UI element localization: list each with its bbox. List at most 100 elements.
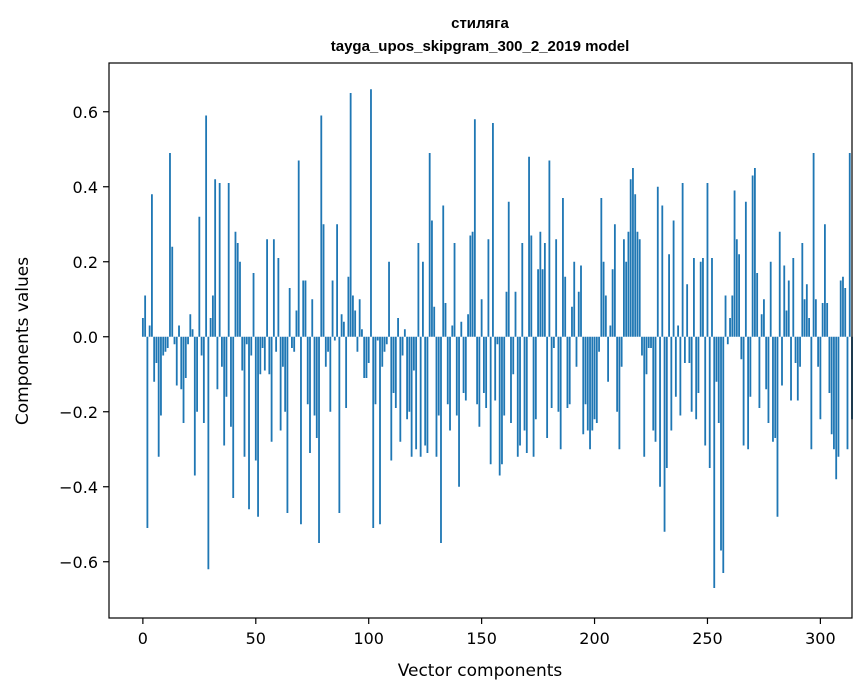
bar-132 bbox=[440, 336, 442, 543]
bar-291 bbox=[799, 336, 801, 367]
bar-67 bbox=[293, 336, 296, 352]
bar-225 bbox=[650, 336, 652, 348]
bar-121 bbox=[415, 336, 418, 450]
bar-53 bbox=[261, 336, 264, 348]
bar-274 bbox=[760, 314, 763, 337]
bar-106 bbox=[381, 336, 384, 367]
bar-104 bbox=[376, 336, 379, 341]
y-tick-label: 0.0 bbox=[73, 328, 98, 347]
bar-83 bbox=[329, 336, 332, 412]
bar-55 bbox=[266, 239, 268, 337]
bar-42 bbox=[236, 243, 239, 337]
bar-21 bbox=[189, 314, 192, 337]
bar-115 bbox=[401, 336, 404, 356]
bar-194 bbox=[580, 265, 582, 337]
bar-64 bbox=[286, 336, 289, 513]
bar-178 bbox=[543, 243, 546, 337]
bar-49 bbox=[252, 273, 255, 337]
bar-203 bbox=[600, 198, 603, 337]
bar-81 bbox=[324, 336, 327, 367]
y-tick-label: −0.6 bbox=[59, 553, 98, 572]
bar-311 bbox=[844, 288, 847, 337]
bar-27 bbox=[202, 336, 205, 423]
bar-161 bbox=[505, 291, 508, 337]
bar-173 bbox=[532, 336, 535, 457]
bar-25 bbox=[198, 216, 201, 337]
bar-125 bbox=[424, 336, 427, 446]
bar-66 bbox=[291, 336, 293, 348]
bar-216 bbox=[629, 179, 632, 337]
bar-20 bbox=[187, 336, 189, 345]
bar-46 bbox=[245, 336, 248, 345]
bar-227 bbox=[654, 336, 657, 442]
bar-36 bbox=[223, 336, 226, 446]
bar-218 bbox=[634, 194, 637, 337]
bar-131 bbox=[437, 336, 440, 416]
bar-267 bbox=[744, 201, 747, 337]
bar-50 bbox=[254, 336, 257, 461]
bar-18 bbox=[182, 336, 185, 423]
bar-11 bbox=[166, 336, 169, 348]
bar-105 bbox=[379, 336, 381, 525]
bar-154 bbox=[489, 336, 492, 465]
bar-28 bbox=[205, 115, 208, 337]
bar-128 bbox=[431, 220, 433, 337]
bar-199 bbox=[591, 336, 594, 431]
bar-159 bbox=[501, 336, 503, 465]
bar-129 bbox=[433, 306, 436, 337]
bar-280 bbox=[774, 336, 777, 438]
bar-98 bbox=[363, 336, 366, 378]
bar-231 bbox=[663, 336, 666, 532]
y-axis-label: Components values bbox=[13, 257, 33, 425]
bar-10 bbox=[164, 336, 167, 352]
bar-71 bbox=[302, 280, 305, 337]
bar-175 bbox=[537, 269, 539, 337]
bar-24 bbox=[196, 336, 198, 412]
bar-133 bbox=[442, 205, 445, 337]
bar-254 bbox=[715, 336, 718, 382]
bar-101 bbox=[370, 89, 372, 337]
bar-91 bbox=[347, 276, 350, 337]
bar-151 bbox=[482, 336, 485, 393]
bar-241 bbox=[686, 284, 689, 337]
x-tick-label: 100 bbox=[353, 629, 384, 648]
bar-258 bbox=[724, 295, 727, 337]
bar-117 bbox=[406, 336, 409, 420]
x-tick-label: 150 bbox=[466, 629, 497, 648]
bar-313 bbox=[848, 153, 851, 337]
bar-162 bbox=[507, 201, 510, 337]
bar-109 bbox=[388, 261, 390, 337]
y-tick-label: −0.2 bbox=[59, 403, 98, 422]
bar-61 bbox=[279, 336, 282, 431]
bar-307 bbox=[835, 336, 838, 480]
bar-276 bbox=[765, 336, 768, 390]
bar-211 bbox=[618, 336, 621, 450]
bar-107 bbox=[383, 336, 386, 352]
bar-148 bbox=[476, 336, 479, 405]
bar-99 bbox=[365, 336, 368, 378]
bar-16 bbox=[178, 325, 180, 337]
bar-290 bbox=[796, 336, 799, 401]
bar-52 bbox=[259, 336, 262, 375]
bar-207 bbox=[609, 325, 612, 337]
bar-26 bbox=[200, 336, 203, 356]
bar-23 bbox=[193, 336, 196, 476]
bar-68 bbox=[295, 310, 298, 337]
y-axis-ticks: −0.6 −0.4 −0.2 0.0 0.2 0.4 0.6 bbox=[59, 103, 109, 572]
bar-134 bbox=[444, 303, 447, 337]
bar-119 bbox=[410, 336, 413, 457]
bar-262 bbox=[733, 190, 736, 337]
bar-206 bbox=[607, 336, 609, 382]
bar-200 bbox=[593, 336, 596, 420]
bar-140 bbox=[458, 336, 460, 487]
bar-223 bbox=[645, 336, 648, 375]
bar-122 bbox=[417, 243, 420, 337]
bar-30 bbox=[209, 318, 212, 337]
bar-182 bbox=[552, 336, 555, 348]
bar-82 bbox=[327, 336, 329, 352]
bar-187 bbox=[564, 276, 567, 337]
bar-40 bbox=[232, 336, 235, 498]
bar-285 bbox=[785, 310, 788, 337]
bar-6 bbox=[155, 336, 158, 363]
bar-292 bbox=[801, 243, 804, 337]
